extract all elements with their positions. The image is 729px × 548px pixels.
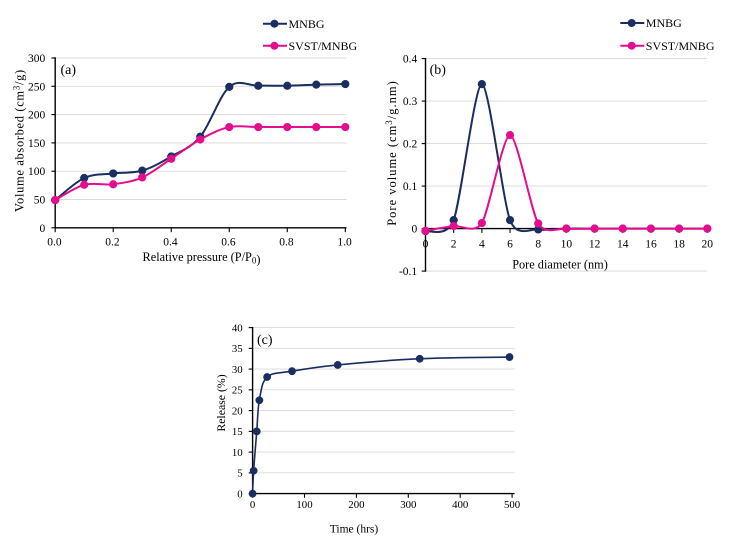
svg-text:0.1: 0.1	[403, 181, 418, 193]
svg-text:8: 8	[535, 238, 541, 250]
svg-text:Relative pressure (P/P0): Relative pressure (P/P0)	[143, 250, 261, 267]
svg-text:1.0: 1.0	[337, 237, 352, 249]
svg-text:20: 20	[702, 238, 714, 250]
svg-text:300: 300	[400, 499, 416, 511]
svg-text:400: 400	[452, 499, 468, 511]
svg-text:150: 150	[28, 138, 46, 150]
svg-text:250: 250	[28, 81, 46, 93]
svg-text:0: 0	[40, 223, 46, 235]
svg-text:20: 20	[232, 405, 243, 417]
svg-text:14: 14	[617, 238, 629, 250]
svg-text:0.6: 0.6	[221, 237, 236, 249]
svg-text:-0.1: -0.1	[399, 266, 417, 278]
svg-text:18: 18	[673, 238, 685, 250]
svg-text:(a): (a)	[61, 63, 77, 78]
svg-text:0: 0	[237, 488, 242, 500]
svg-text:4: 4	[479, 238, 485, 250]
svg-text:5: 5	[237, 468, 242, 480]
svg-text:100: 100	[28, 166, 46, 178]
svg-text:35: 35	[232, 343, 243, 355]
svg-text:10: 10	[232, 447, 243, 459]
svg-text:0.2: 0.2	[105, 237, 120, 249]
svg-text:300: 300	[28, 53, 46, 65]
svg-text:Pore diameter (nm): Pore diameter (nm)	[512, 258, 608, 272]
svg-text:6: 6	[507, 238, 513, 250]
svg-text:10: 10	[561, 238, 573, 250]
svg-text:Pore volume (cm3/g.nm): Pore volume (cm3/g.nm)	[384, 80, 399, 226]
svg-text:40: 40	[232, 322, 243, 334]
svg-text:12: 12	[589, 238, 601, 250]
svg-text:SVST/MNBG: SVST/MNBG	[646, 39, 715, 53]
svg-text:0.4: 0.4	[403, 54, 418, 66]
svg-text:30: 30	[232, 364, 243, 376]
svg-text:MNBG: MNBG	[646, 16, 682, 30]
svg-text:200: 200	[28, 110, 46, 122]
svg-text:15: 15	[232, 426, 243, 438]
svg-text:50: 50	[34, 195, 46, 207]
svg-text:0: 0	[411, 224, 417, 236]
svg-text:(c): (c)	[257, 333, 273, 348]
svg-text:0.2: 0.2	[403, 139, 418, 151]
svg-text:500: 500	[504, 499, 520, 511]
svg-text:0.8: 0.8	[279, 237, 294, 249]
svg-text:0.3: 0.3	[403, 96, 418, 108]
svg-text:Time (hrs): Time (hrs)	[330, 524, 379, 536]
svg-text:16: 16	[645, 238, 657, 250]
svg-text:Release (%): Release (%)	[214, 374, 228, 431]
svg-text:25: 25	[232, 385, 243, 397]
svg-text:2: 2	[451, 238, 457, 250]
svg-text:0.4: 0.4	[163, 237, 178, 249]
svg-text:(b): (b)	[430, 63, 447, 78]
svg-text:200: 200	[348, 499, 364, 511]
svg-text:100: 100	[296, 499, 312, 511]
svg-text:MNBG: MNBG	[289, 17, 325, 31]
svg-text:Volume absorbed (cm3/g): Volume absorbed (cm3/g)	[12, 69, 27, 212]
svg-text:SVST/MNBG: SVST/MNBG	[289, 39, 358, 53]
svg-text:0: 0	[250, 499, 255, 511]
svg-text:0.0: 0.0	[47, 237, 62, 249]
svg-text:0: 0	[423, 238, 429, 250]
